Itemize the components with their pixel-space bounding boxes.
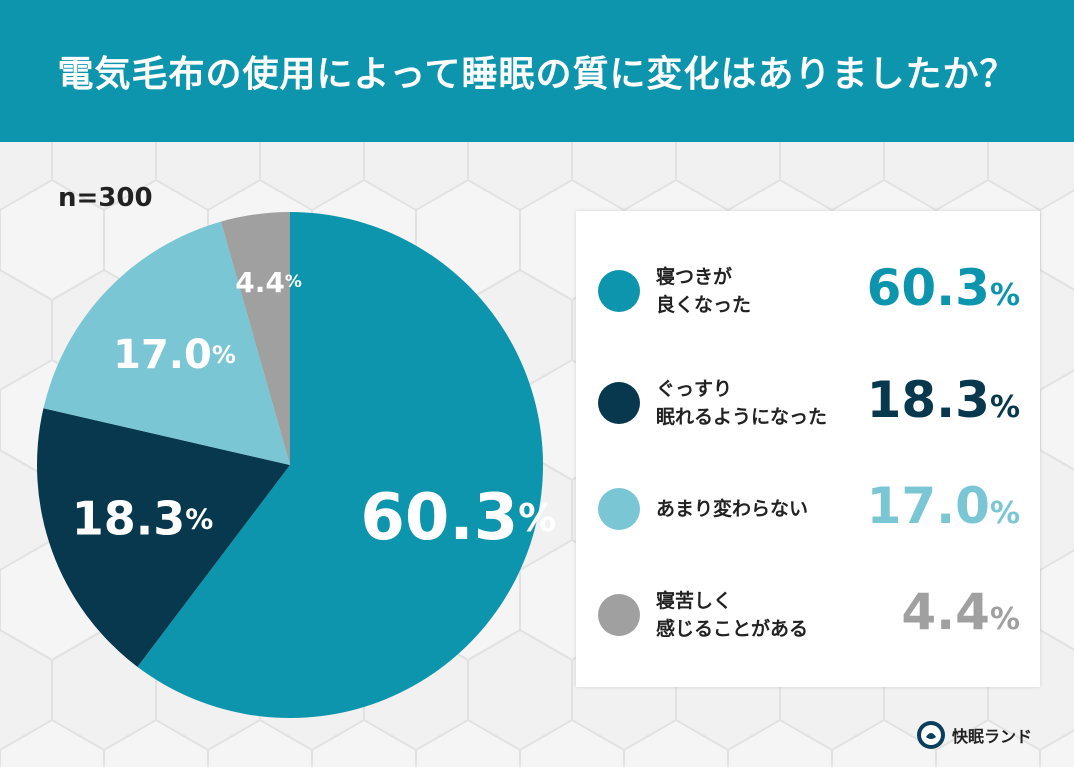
legend-item-3: あまり変わらない 17.0%: [576, 469, 1040, 549]
pie-slice-1: [137, 212, 544, 718]
sample-size: n=300: [58, 183, 153, 213]
pie-label-4: 4.4%: [235, 266, 302, 299]
legend-marker: [598, 594, 640, 636]
legend-value: 18.3%: [866, 371, 1020, 429]
legend-value: 17.0%: [866, 477, 1020, 535]
legend-item-2: ぐっすり 眠れるようになった 18.3%: [576, 363, 1040, 443]
sleep-land-logo-icon: [917, 721, 945, 749]
pie-slice-4: [220, 212, 290, 465]
legend-label: ぐっすり 眠れるようになった: [656, 378, 828, 428]
legend-label: 寝苦しく 感じることがある: [656, 590, 809, 640]
legend-item-1: 寝つきが 良くなった 60.3%: [576, 251, 1040, 331]
legend-marker: [598, 488, 640, 530]
legend-label: あまり変わらない: [656, 498, 809, 520]
chart-legend: 寝つきが 良くなった 60.3% ぐっすり 眠れるようになった 18.3% あまり変わら…: [576, 211, 1040, 687]
pie-label-2: 18.3%: [72, 492, 214, 546]
pie-slice-3: [43, 221, 290, 465]
pie-label-1: 60.3%: [360, 481, 556, 555]
pie-label-3: 17.0%: [113, 332, 236, 378]
brand: 快眠ランド: [916, 720, 1032, 750]
legend-marker: [598, 382, 640, 424]
pie-slice-2: [36, 408, 290, 667]
legend-marker: [598, 270, 640, 312]
legend-item-4: 寝苦しく 感じることがある 4.4%: [576, 575, 1040, 655]
legend-value: 60.3%: [866, 259, 1020, 317]
legend-value: 4.4%: [901, 583, 1020, 641]
brand-name: 快眠ランド: [952, 727, 1033, 746]
legend-label: 寝つきが 良くなった: [656, 266, 752, 316]
header-banner: 電気毛布の使用によって睡眠の質に変化はありましたか？: [0, 0, 1074, 142]
page-title: 電気毛布の使用によって睡眠の質に変化はありましたか？: [57, 54, 1017, 95]
